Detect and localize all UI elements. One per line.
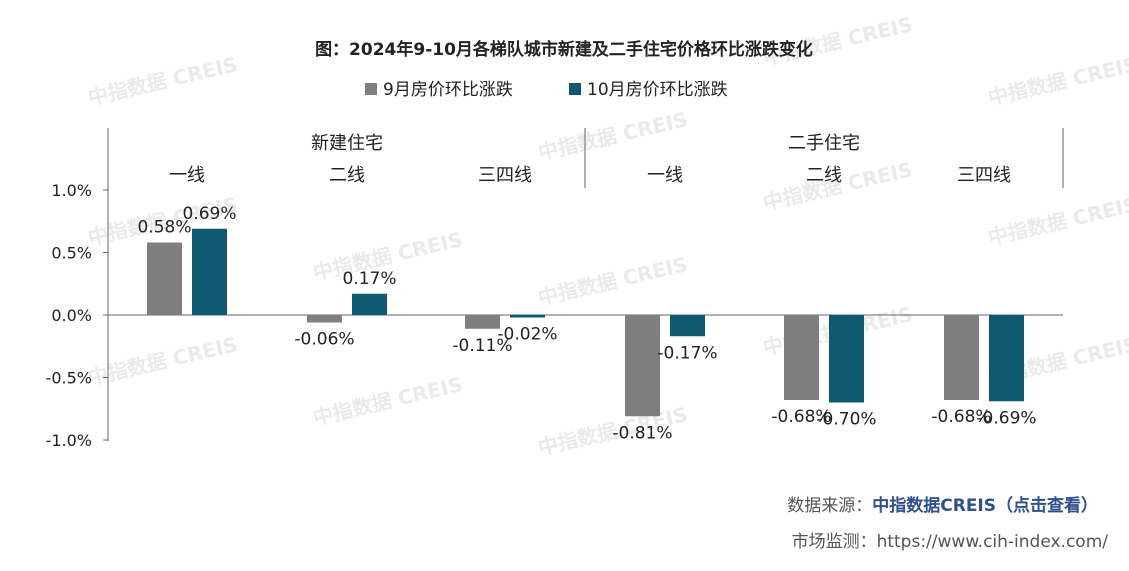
- y-tick-label: -0.5%: [46, 369, 92, 388]
- data-label: 0.17%: [342, 269, 396, 289]
- category-label: 三四线: [957, 165, 1011, 186]
- bar: [625, 315, 660, 417]
- watermark: 中指数据 CREIS: [986, 192, 1129, 250]
- monitor-line: 市场监测：https://www.cih-index.com/: [792, 532, 1109, 552]
- source-label: 数据来源：: [787, 496, 872, 516]
- legend-swatch-oct: [569, 83, 581, 95]
- bars: [147, 228, 1024, 417]
- source-block: 数据来源：中指数据CREIS（点击查看） 市场监测：https://www.ci…: [787, 495, 1108, 552]
- bar: [192, 228, 227, 315]
- legend-label-oct: 10月房价环比涨跌: [587, 80, 728, 100]
- legend-label-sep: 9月房价环比涨跌: [383, 80, 513, 100]
- bar: [989, 315, 1024, 402]
- group-labels: 新建住宅 二手住宅: [311, 133, 860, 154]
- y-tick-label: 0.5%: [51, 244, 92, 263]
- axes: [107, 128, 1064, 441]
- legend-swatch-sep: [365, 83, 377, 95]
- data-label: -0.70%: [816, 410, 876, 430]
- category-label: 二线: [329, 165, 365, 186]
- category-labels: 一线 二线 三四线 一线 二线 三四线: [169, 165, 1011, 186]
- data-label: -0.02%: [497, 325, 557, 345]
- category-label: 三四线: [478, 165, 532, 186]
- group-label: 二手住宅: [788, 133, 860, 154]
- category-label: 一线: [169, 165, 205, 186]
- bar: [147, 242, 182, 315]
- watermark: 中指数据 CREIS: [86, 332, 240, 390]
- data-label: 0.58%: [137, 218, 191, 238]
- source-line: 数据来源：中指数据CREIS（点击查看）: [787, 495, 1098, 516]
- data-label: -0.11%: [452, 336, 512, 356]
- watermark: 中指数据 CREIS: [986, 52, 1129, 110]
- data-labels: 0.58% -0.06% -0.11% -0.81% -0.68% -0.68% 0.69%…: [137, 204, 1036, 444]
- data-label: -0.06%: [294, 330, 354, 350]
- bar: [307, 315, 342, 323]
- y-tick-label: 1.0%: [51, 181, 92, 200]
- category-label: 二线: [806, 165, 842, 186]
- data-label: -0.68%: [771, 407, 831, 427]
- y-ticks: 1.0% 0.5% 0.0% -0.5% -1.0%: [46, 181, 108, 450]
- data-label: -0.81%: [612, 423, 672, 443]
- bar: [465, 315, 500, 329]
- category-label: 一线: [647, 165, 683, 186]
- bar: [944, 315, 979, 400]
- chart-title: 图：2024年9-10月各梯队城市新建及二手住宅价格环比涨跌变化: [315, 39, 813, 60]
- watermark: 中指数据 CREIS: [536, 252, 690, 310]
- bar: [829, 315, 864, 403]
- bar: [670, 315, 705, 337]
- watermark: 中指数据 CREIS: [536, 107, 690, 165]
- bar: [510, 315, 545, 318]
- legend: 9月房价环比涨跌 10月房价环比涨跌: [365, 80, 728, 100]
- data-label: -0.69%: [976, 408, 1036, 428]
- y-tick-label: 0.0%: [51, 306, 92, 325]
- source-link[interactable]: 中指数据CREIS（点击查看）: [872, 495, 1098, 516]
- bar: [352, 293, 387, 315]
- bar: [784, 315, 819, 400]
- y-tick-label: -1.0%: [46, 431, 92, 450]
- data-label: -0.68%: [931, 407, 991, 427]
- watermark: 中指数据 CREIS: [86, 52, 240, 110]
- data-label: -0.17%: [657, 343, 717, 363]
- watermark: 中指数据 CREIS: [311, 372, 465, 430]
- data-label: 0.69%: [182, 204, 236, 224]
- group-label: 新建住宅: [311, 133, 383, 154]
